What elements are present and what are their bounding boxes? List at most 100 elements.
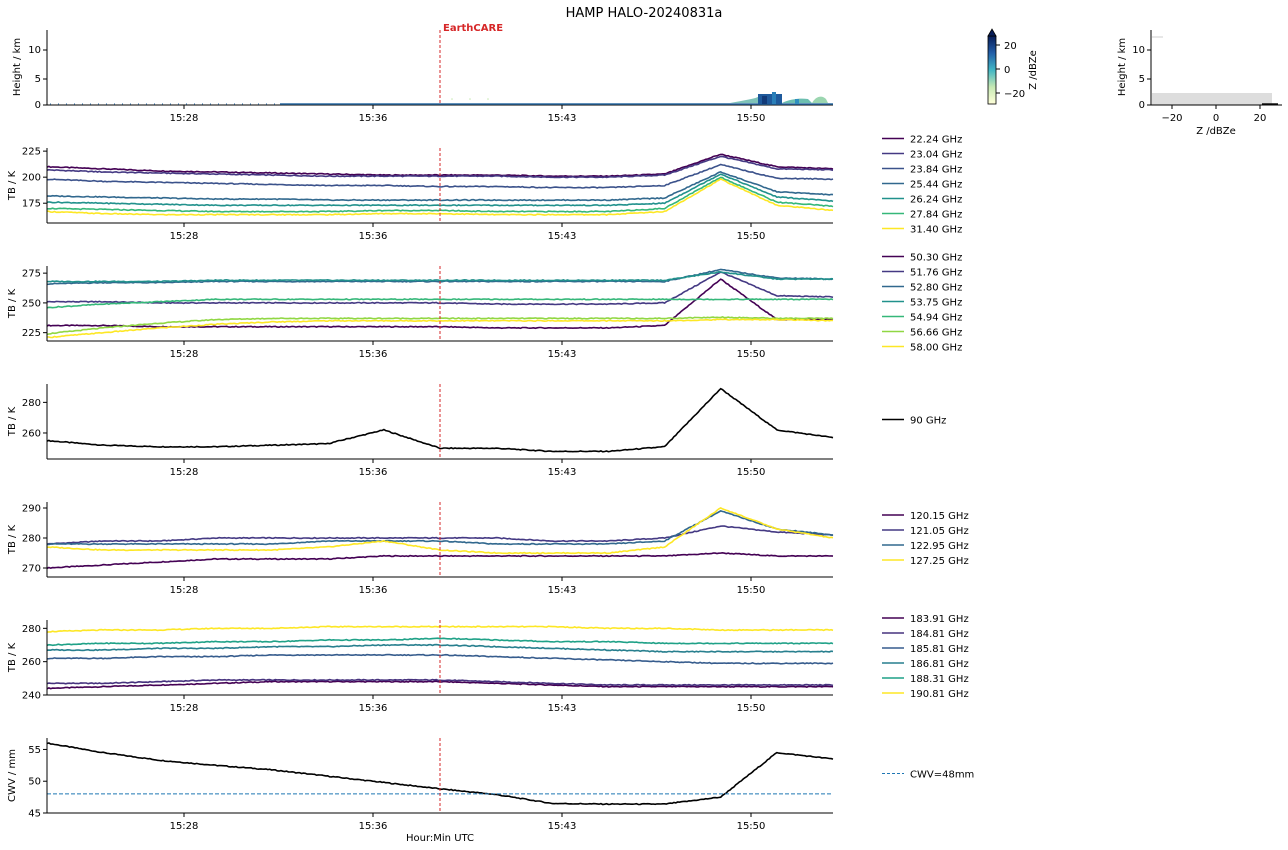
x-axis-label: Hour:Min UTC [406, 833, 474, 844]
colorbar-gradient [987, 35, 997, 105]
panel-w-band: TB / K 260 280 15:28 15:36 15:43 15:50 90 GHz [7, 384, 946, 478]
legend-label: 120.15 GHz [910, 511, 969, 522]
radar-ylabel: Height / km [12, 38, 23, 96]
xtick-label: 15:28 [170, 231, 199, 242]
ylabel-cwv: CWV / mm [7, 749, 18, 802]
legend-label: 52.80 GHz [910, 283, 962, 294]
xtick-label: 15:36 [359, 585, 388, 596]
xtick-label: 15:28 [170, 703, 199, 714]
legend-label: 186.81 GHz [910, 659, 969, 670]
ytick-label: 250 [22, 298, 41, 309]
legend-label: 185.81 GHz [910, 644, 969, 655]
radar-cloud-echo [730, 92, 828, 104]
ytick-label: 275 [22, 269, 41, 280]
panel-g-band: TB / K 240 260 280 15:28 15:36 15:43 15:50 183.9… [7, 614, 969, 714]
ytick-label: 55 [28, 745, 41, 756]
profile-scatter [1152, 93, 1272, 105]
panel-k-band: TB / K 175 200 225 15:28 15:36 15:43 15:50 22.24… [7, 135, 962, 243]
legend-label: 22.24 GHz [910, 135, 962, 146]
legend-label: 121.05 GHz [910, 526, 969, 537]
legend-label: 31.40 GHz [910, 225, 962, 236]
ytick-label: 270 [22, 564, 41, 575]
panel-v-band: TB / K 225 250 275 15:28 15:36 15:43 15:50 50.30… [7, 253, 962, 361]
panel-cwv: CWV / mm 45 50 55 15:28 15:36 15:43 15:50 CWV=48… [7, 738, 974, 832]
radar-xtick-1543: 15:43 [548, 113, 577, 124]
colorbar: 20 0 −20 Z /dBZe [987, 28, 1039, 105]
ylabel-f-band: TB / K [7, 524, 18, 555]
radar-ytick-0: 0 [35, 100, 41, 111]
legend-f-band: 120.15 GHz 121.05 GHz 122.95 GHz 127.25 GHz [882, 511, 969, 567]
xtick-label: 15:43 [548, 821, 577, 832]
profile-ylabel: Height / km [1117, 38, 1128, 96]
ytick-label: 225 [22, 147, 41, 158]
ytick-label: 200 [22, 173, 41, 184]
legend-label: 190.81 GHz [910, 689, 969, 700]
ylabel-g-band: TB / K [7, 642, 18, 673]
legend-cwv: CWV=48mm [882, 770, 974, 781]
xtick-label: 15:36 [359, 231, 388, 242]
xtick-label: 15:50 [737, 349, 766, 360]
xtick-label: 15:50 [737, 821, 766, 832]
colorbar-tick-20: 20 [1004, 41, 1017, 52]
colorbar-label: Z /dBZe [1028, 50, 1039, 90]
ytick-label: 260 [22, 428, 41, 439]
series-line-v-band-4 [46, 298, 834, 309]
legend-w-band: 90 GHz [882, 416, 946, 427]
legend-label: 184.81 GHz [910, 629, 969, 640]
legend-label: 23.04 GHz [910, 150, 962, 161]
radar-ytick-10: 10 [28, 45, 41, 56]
profile-xtick-0: 0 [1213, 113, 1219, 124]
radar-xtick-1550: 15:50 [737, 113, 766, 124]
tb-panels: TB / K 175 200 225 15:28 15:36 15:43 15:50 22.24… [7, 135, 974, 833]
series-line-v-band-6 [47, 318, 834, 339]
ylabel-v-band: TB / K [7, 288, 18, 319]
profile-panel: Height / km 0 5 10 −20 0 20 Z /dBZe [1117, 30, 1282, 137]
ytick-label: 175 [22, 199, 41, 210]
xtick-label: 15:36 [359, 821, 388, 832]
xtick-label: 15:43 [548, 703, 577, 714]
colorbar-tick-0: 0 [1004, 65, 1010, 76]
ylabel-w-band: TB / K [7, 406, 18, 437]
colorbar-extend-arrow [987, 28, 997, 37]
legend-label: 50.30 GHz [910, 253, 962, 264]
xtick-label: 15:43 [548, 349, 577, 360]
xtick-label: 15:50 [737, 703, 766, 714]
series-line-f-band-0 [46, 551, 834, 570]
xtick-label: 15:36 [359, 467, 388, 478]
xtick-label: 15:43 [548, 231, 577, 242]
legend-label: 58.00 GHz [910, 343, 962, 354]
series-line-v-band-3 [46, 270, 834, 283]
series-line-k-band-1 [46, 155, 834, 179]
legend-k-band: 22.24 GHz 23.04 GHz 23.84 GHz 25.44 GHz 26.2… [882, 135, 962, 236]
profile-xtick-m20: −20 [1161, 113, 1182, 124]
xtick-label: 15:50 [737, 467, 766, 478]
xtick-label: 15:28 [170, 349, 199, 360]
figure-title: HAMP HALO-20240831a [566, 6, 723, 21]
xtick-label: 15:43 [548, 585, 577, 596]
legend-label: 27.84 GHz [910, 210, 962, 221]
legend-label: 54.94 GHz [910, 313, 962, 324]
xtick-label: 15:43 [548, 467, 577, 478]
series-line-k-band-2 [47, 163, 834, 189]
ytick-label: 290 [22, 504, 41, 515]
legend-label: 23.84 GHz [910, 165, 962, 176]
xtick-label: 15:36 [359, 703, 388, 714]
radar-xtick-1536: 15:36 [359, 113, 388, 124]
profile-ytick-0: 0 [1139, 100, 1145, 111]
panel-f-band: TB / K 270 280 290 15:28 15:36 15:43 15:50 120.1… [7, 502, 969, 596]
ytick-label: 225 [22, 328, 41, 339]
legend-label: 90 GHz [910, 416, 946, 427]
radar-xtick-1528: 15:28 [170, 113, 199, 124]
legend-label: 188.31 GHz [910, 674, 969, 685]
radar-panel: Height / km 0 5 10 15:28 15:36 15:43 [12, 23, 833, 124]
ytick-label: 50 [28, 777, 41, 788]
legend-label: 183.91 GHz [910, 614, 969, 625]
xtick-label: 15:28 [170, 821, 199, 832]
ytick-label: 280 [22, 398, 41, 409]
legend-label: 25.44 GHz [910, 180, 962, 191]
profile-ytick-5: 5 [1139, 74, 1145, 85]
legend-label: 122.95 GHz [910, 541, 969, 552]
series-line-w-band-0 [46, 387, 834, 453]
ytick-label: 280 [22, 534, 41, 545]
legend-label: 26.24 GHz [910, 195, 962, 206]
